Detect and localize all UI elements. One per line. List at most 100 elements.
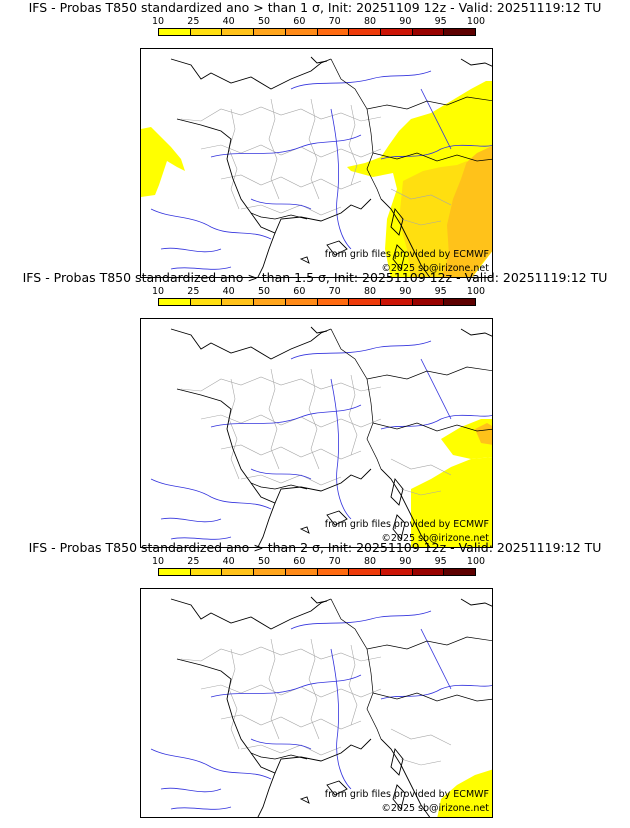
colorbar-tick-label: 100 [466,556,486,567]
colorbar-tick-label: 40 [222,16,235,27]
country-borders [250,328,492,490]
anomaly-area-adriatic-core [475,423,492,445]
colorbar-swatch [349,569,381,575]
map-frame: from grib files provided by ECMWF ©2025 … [140,318,493,548]
anomaly-shading [411,419,492,547]
colorbar-tick-label: 80 [363,286,377,297]
credit-source: from grib files provided by ECMWF [324,519,489,530]
map-svg [150,596,492,817]
panel-2: IFS - Probas T850 standardized ano > tha… [0,270,630,548]
colorbar-swatches [158,568,476,576]
colorbar-swatch [380,569,413,575]
panel-title: IFS - Probas T850 standardized ano > tha… [28,540,602,555]
map-svg [150,326,492,547]
colorbar-swatch [222,299,255,305]
anomaly-area-tyrrhenian [411,457,492,547]
panel-title: IFS - Probas T850 standardized ano > tha… [22,270,608,285]
colorbar-swatch [380,29,413,35]
colorbar-swatch [349,29,381,35]
colorbar-tick-label: 90 [399,16,412,27]
anomaly-area-italy-core [399,161,467,277]
colorbar-swatch [444,569,476,575]
colorbar: 10 25 40 50 60 70 80 90 95 100 [152,286,485,316]
colorbar-ticks: 10 25 40 50 60 70 80 90 95 100 [152,16,485,28]
map-frame: from grib files provided by ECMWF ©2025 … [140,48,493,278]
rivers [150,610,492,810]
colorbar: 10 25 40 50 60 70 80 90 95 100 [152,16,485,46]
colorbar-tick-label: 95 [434,286,447,297]
colorbar-swatch [412,299,445,305]
colorbar-swatch [222,569,255,575]
rivers [150,340,492,540]
rivers [150,70,492,270]
colorbar-swatch [317,29,350,35]
anomaly-shading [141,81,492,277]
colorbar-swatches [158,298,476,306]
credit-source: from grib files provided by ECMWF [324,249,489,260]
colorbar-swatch [412,569,445,575]
colorbar-swatch [285,29,318,35]
colorbar-tick-label: 25 [187,556,200,567]
anomaly-area-biscay [141,127,185,197]
country-borders [250,598,492,760]
colorbar-swatch [412,29,445,35]
colorbar-tick-label: 95 [434,556,447,567]
credit-copyright: ©2025 sb@irizone.net [381,533,489,544]
colorbar-swatch [159,299,191,305]
credit-source: from grib files provided by ECMWF [324,789,489,800]
colorbar-tick-label: 100 [466,286,486,297]
colorbar-swatch [444,29,476,35]
colorbar-swatch [190,29,223,35]
colorbar-tick-label: 60 [293,286,306,297]
coastlines [170,596,492,817]
colorbar-tick-label: 95 [434,16,447,27]
colorbar-tick-label: 50 [257,286,271,297]
credit-copyright: ©2025 sb@irizone.net [381,803,489,814]
colorbar-swatch [190,569,223,575]
map-frame: from grib files provided by ECMWF ©2025 … [140,588,493,818]
admin-borders [180,98,452,226]
colorbar-tick-label: 40 [222,286,235,297]
colorbar-tick-label: 80 [363,556,377,567]
admin-borders [180,638,452,766]
country-borders [250,58,492,220]
colorbar-tick-label: 10 [151,286,165,297]
colorbar-tick-label: 100 [466,16,486,27]
panel-3: IFS - Probas T850 standardized ano > tha… [0,540,630,818]
colorbar-tick-label: 50 [257,556,271,567]
colorbar-swatch [254,299,286,305]
admin-borders [180,368,452,496]
colorbar-swatch [159,569,191,575]
coastlines [170,56,492,277]
colorbar-tick-label: 10 [151,556,165,567]
panel-1: IFS - Probas T850 standardized ano > tha… [0,0,630,278]
colorbar-swatch [444,299,476,305]
colorbar-swatches [158,28,476,36]
colorbar-tick-label: 50 [257,16,271,27]
colorbar-swatch [317,299,350,305]
colorbar-swatch [317,569,350,575]
colorbar-tick-label: 70 [328,286,341,297]
colorbar-swatch [222,29,255,35]
colorbar-swatch [380,299,413,305]
colorbar-swatch [349,299,381,305]
colorbar-tick-label: 60 [293,16,306,27]
colorbar-tick-label: 25 [187,286,200,297]
colorbar: 10 25 40 50 60 70 80 90 95 100 [152,556,485,586]
anomaly-shading [437,769,492,817]
colorbar-ticks: 10 25 40 50 60 70 80 90 95 100 [152,556,485,568]
colorbar-swatch [285,299,318,305]
coastlines [170,326,492,547]
colorbar-swatch [254,29,286,35]
colorbar-tick-label: 70 [328,556,341,567]
colorbar-tick-label: 90 [399,556,412,567]
colorbar-tick-label: 60 [293,556,306,567]
colorbar-tick-label: 40 [222,556,235,567]
colorbar-ticks: 10 25 40 50 60 70 80 90 95 100 [152,286,485,298]
colorbar-tick-label: 25 [187,16,200,27]
map-svg [141,56,492,277]
colorbar-tick-label: 10 [151,16,165,27]
colorbar-swatch [190,299,223,305]
colorbar-swatch [254,569,286,575]
panel-title: IFS - Probas T850 standardized ano > tha… [28,0,602,15]
